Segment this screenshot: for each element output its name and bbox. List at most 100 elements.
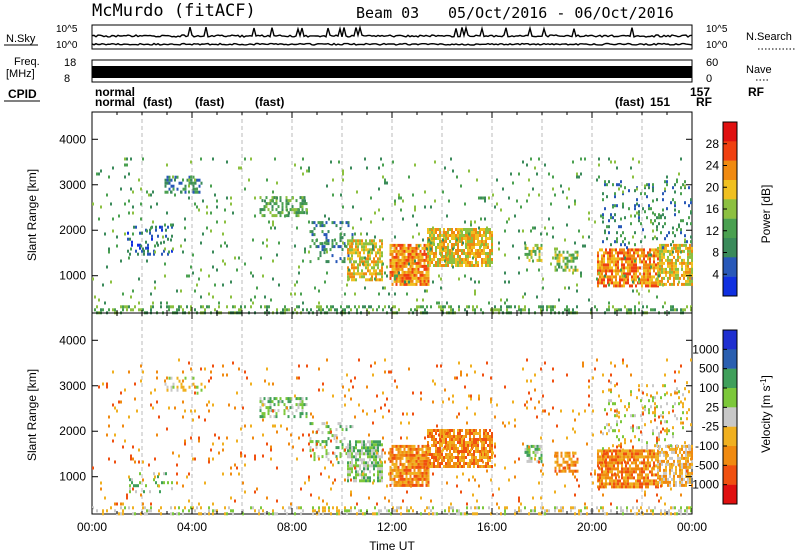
echo-cell	[689, 267, 691, 271]
echo-cell	[182, 250, 184, 254]
echo-cell	[395, 267, 398, 271]
echo-cell	[92, 466, 94, 470]
echo-cell	[494, 305, 496, 309]
echo-cell	[576, 469, 579, 473]
echo-cell	[150, 403, 152, 407]
echo-cell	[171, 234, 173, 238]
echo-cell	[449, 441, 451, 444]
echo-cell	[477, 240, 479, 243]
echo-cell	[491, 438, 493, 441]
echo-cell	[637, 482, 639, 486]
echo-cell	[276, 512, 278, 516]
echo-cell	[631, 452, 633, 456]
echo-cell	[630, 166, 632, 170]
echo-cell	[623, 470, 625, 474]
echo-cell	[344, 308, 346, 312]
echo-cell	[477, 444, 479, 447]
echo-cell	[272, 220, 274, 224]
echo-cell	[568, 457, 571, 461]
echo-cell	[381, 479, 383, 483]
echo-cell	[268, 382, 270, 386]
echo-cell	[686, 512, 688, 516]
echo-cell	[536, 172, 538, 176]
echo-cell	[671, 258, 673, 262]
echo-cell	[343, 257, 346, 261]
echo-cell	[182, 484, 184, 488]
echo-cell	[300, 166, 302, 170]
echo-cell	[631, 269, 633, 273]
echo-cell	[603, 260, 605, 264]
echo-cell	[530, 252, 533, 256]
echo-cell	[679, 483, 681, 487]
echo-cell	[652, 222, 654, 226]
echo-cell	[471, 231, 473, 234]
echo-cell	[347, 467, 349, 471]
echo-cell	[373, 446, 375, 450]
echo-cell	[192, 271, 194, 275]
echo-cell	[639, 452, 641, 456]
echo-cell	[645, 263, 647, 267]
echo-cell	[518, 256, 520, 260]
echo-cell	[165, 228, 167, 232]
echo-cell	[427, 228, 429, 231]
echo-cell	[429, 261, 431, 264]
echo-cell	[467, 258, 469, 261]
echo-cell	[689, 255, 691, 259]
echo-cell	[347, 224, 350, 228]
echo-cell	[449, 258, 451, 261]
echo-cell	[427, 453, 429, 456]
echo-cell	[662, 305, 664, 309]
echo-cell	[273, 214, 276, 218]
echo-cell	[643, 464, 645, 468]
echo-cell	[342, 178, 344, 182]
echo-cell	[679, 480, 681, 484]
echo-cell	[134, 305, 136, 309]
echo-cell	[393, 267, 396, 271]
echo-cell	[566, 454, 569, 458]
echo-cell	[395, 243, 398, 247]
echo-cell	[489, 456, 491, 459]
echo-cell	[481, 228, 483, 231]
echo-cell	[688, 186, 690, 190]
echo-cell	[393, 255, 396, 259]
echo-cell	[648, 183, 650, 187]
echo-cell	[369, 452, 371, 456]
echo-cell	[318, 301, 320, 305]
echo-cell	[276, 181, 278, 185]
echo-cell	[293, 208, 296, 212]
echo-cell	[261, 400, 264, 404]
echo-cell	[204, 418, 206, 422]
echo-cell	[423, 468, 426, 472]
echo-cell	[674, 190, 676, 194]
echo-cell	[266, 367, 268, 371]
echo-cell	[321, 248, 324, 252]
echo-cell	[393, 246, 396, 250]
echo-cell	[674, 402, 676, 406]
echo-cell	[620, 509, 622, 513]
echo-cell	[234, 406, 236, 410]
echo-cell	[373, 452, 375, 456]
echo-cell	[568, 259, 571, 263]
echo-cell	[192, 253, 194, 257]
echo-cell	[425, 258, 428, 262]
echo-cell	[611, 461, 613, 465]
echo-cell	[552, 187, 554, 191]
echo-cell	[651, 449, 653, 453]
echo-cell	[647, 461, 649, 465]
echo-cell	[319, 254, 322, 258]
echo-cell	[680, 509, 682, 513]
echo-cell	[562, 460, 565, 464]
echo-cell	[150, 502, 152, 506]
echo-cell	[657, 456, 659, 460]
echo-cell	[637, 476, 639, 480]
echo-cell	[665, 444, 667, 448]
echo-cell	[473, 237, 475, 240]
echo-cell	[297, 406, 300, 410]
echo-cell	[389, 258, 392, 262]
echo-cell	[122, 292, 124, 296]
echo-cell	[604, 426, 606, 430]
echo-cell	[659, 279, 661, 283]
echo-cell	[354, 292, 356, 296]
echo-cell	[645, 281, 647, 285]
echo-cell	[689, 462, 691, 466]
